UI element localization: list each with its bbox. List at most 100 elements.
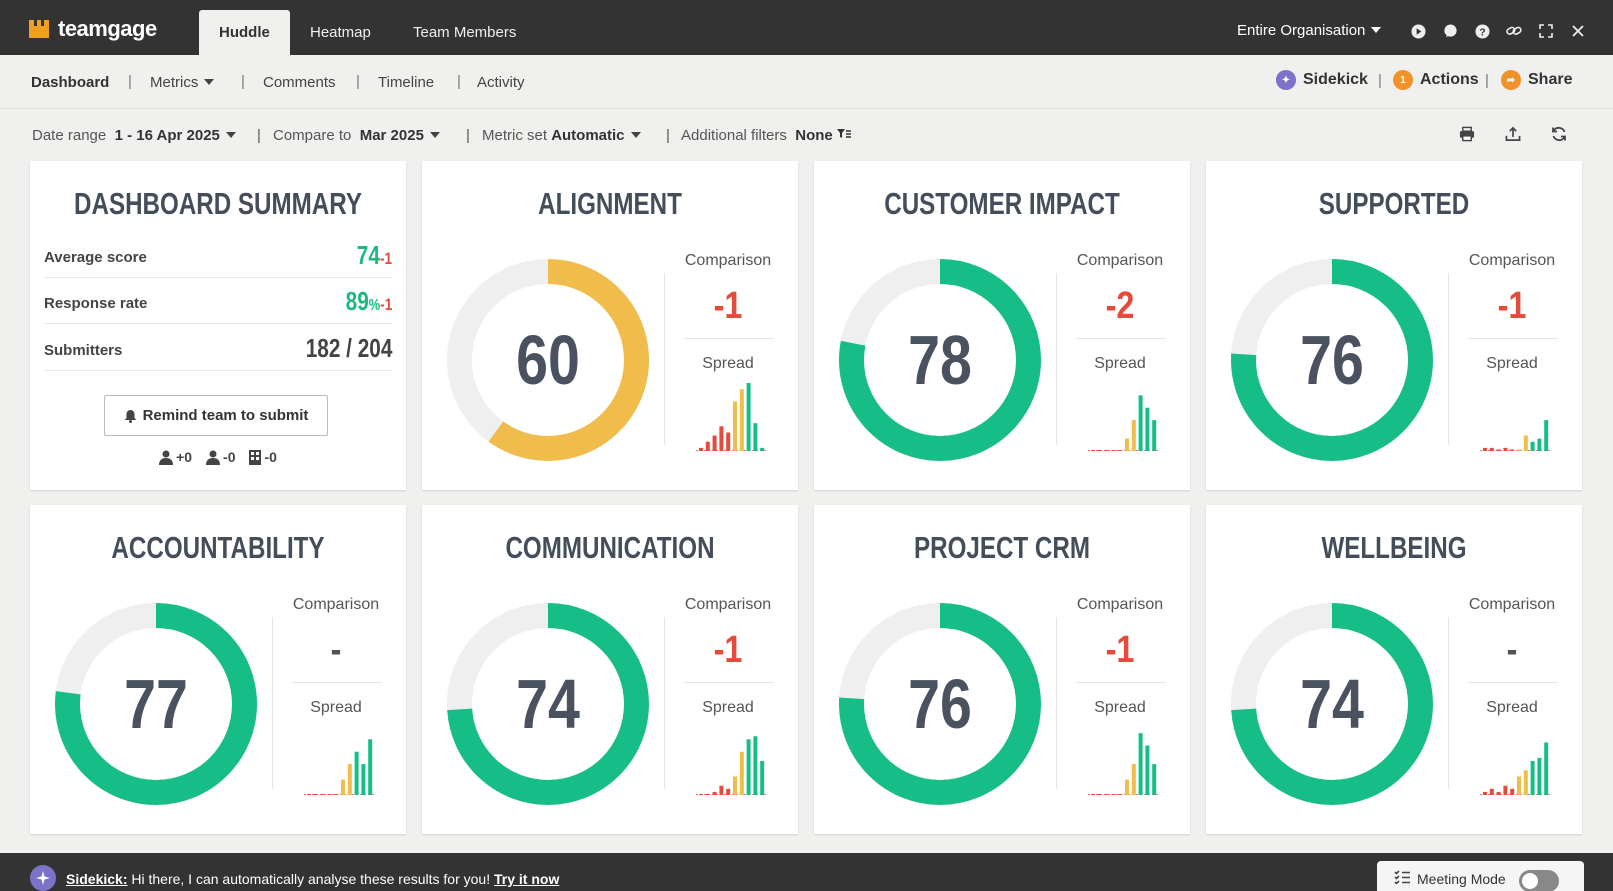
metric-card-wellbeing[interactable]: WELLBEING 74 Comparison - Spread — [1206, 505, 1582, 834]
link-icon[interactable] — [1506, 23, 1522, 39]
card-divider — [1056, 273, 1057, 445]
spread-bar — [739, 751, 744, 795]
fullscreen-icon[interactable] — [1538, 23, 1554, 39]
try-it-now-link[interactable]: Try it now — [494, 871, 560, 887]
close-icon[interactable] — [1570, 23, 1586, 39]
dashboard-summary-card: DASHBOARD SUMMARY Average score 74-1 Res… — [30, 161, 406, 490]
metric-title: ALIGNMENT — [538, 186, 682, 221]
metric-card-customer-impact[interactable]: CUSTOMER IMPACT 78 Comparison -2 Spread — [814, 161, 1190, 490]
metric-score: 60 — [516, 321, 580, 399]
spread-label: Spread — [702, 699, 754, 716]
spread-bar — [1152, 420, 1157, 451]
count-item: -0 — [206, 449, 235, 465]
score-donut — [55, 603, 257, 805]
meeting-mode-label: Meeting Mode — [1417, 871, 1506, 887]
sidekick-button[interactable]: ✦ Sidekick — [1276, 70, 1368, 90]
spread-bar — [1131, 764, 1136, 795]
metric-set-filter[interactable]: Metric set Automatic — [482, 127, 641, 144]
metric-card-communication[interactable]: COMMUNICATION 74 Comparison -1 Spread — [422, 505, 798, 834]
spread-chart[interactable] — [1088, 725, 1160, 795]
spread-chart[interactable] — [1088, 381, 1160, 451]
spread-bar — [699, 447, 703, 451]
org-selector[interactable]: Entire Organisation — [1237, 22, 1382, 39]
card-divider — [684, 338, 774, 339]
share-label: Share — [1528, 71, 1573, 88]
date-range-label: Date range — [32, 127, 107, 144]
meeting-mode-toggle[interactable] — [1519, 870, 1559, 891]
spread-bar — [1537, 757, 1542, 795]
nav-metrics-label: Metrics — [150, 74, 199, 91]
score-donut — [447, 603, 649, 805]
tab-huddle[interactable]: Huddle — [199, 10, 290, 55]
spread-bar — [1111, 794, 1116, 795]
export-icon[interactable] — [1505, 126, 1521, 142]
submitters-value: 182 / 204 — [305, 333, 392, 363]
spread-bar — [368, 739, 373, 795]
metric-title: SUPPORTED — [1318, 186, 1470, 221]
nav-separator: | — [128, 73, 132, 90]
sidekick-link[interactable]: Sidekick: — [66, 871, 128, 887]
additional-filters[interactable]: Additional filters None — [681, 127, 851, 144]
sidekick-message-text: Hi there, I can automatically analyse th… — [127, 871, 494, 887]
nav-metrics[interactable]: Metrics — [150, 74, 215, 91]
spread-bar — [746, 739, 751, 795]
metric-set-value: Automatic — [551, 127, 625, 144]
nav-separator: | — [241, 73, 245, 90]
spread-bar — [1523, 770, 1528, 795]
spread-bar — [1138, 733, 1143, 795]
spread-chart[interactable] — [696, 725, 768, 795]
help-icon[interactable]: ? — [1474, 23, 1490, 39]
spread-bar — [1104, 794, 1109, 795]
spread-chart[interactable] — [696, 381, 768, 451]
spread-bar — [1544, 420, 1549, 451]
average-score-delta: -1 — [379, 249, 392, 268]
teamgage-logo[interactable]: teamgage — [28, 16, 157, 42]
compare-filter[interactable]: Compare to Mar 2025 — [273, 127, 440, 144]
sub-navigation: Dashboard | Metrics | Comments | Timelin… — [0, 55, 1613, 109]
tab-team-members[interactable]: Team Members — [413, 24, 517, 41]
metric-card-alignment[interactable]: ALIGNMENT 60 Comparison -1 Spread — [422, 161, 798, 490]
print-icon[interactable] — [1459, 126, 1475, 142]
spread-chart[interactable] — [304, 725, 376, 795]
spread-bar — [1091, 450, 1095, 451]
metric-set-label: Metric set — [482, 127, 548, 144]
remind-team-label: Remind team to submit — [142, 407, 309, 424]
spread-bar — [347, 764, 352, 795]
card-divider — [1076, 338, 1166, 339]
spread-bar — [1111, 450, 1116, 451]
metric-card-accountability[interactable]: ACCOUNTABILITY 77 Comparison - Spread — [30, 505, 406, 834]
building-icon — [249, 449, 262, 465]
date-range-filter[interactable]: Date range 1 - 16 Apr 2025 — [32, 127, 236, 144]
share-button[interactable]: ➦ Share — [1501, 70, 1572, 90]
logo-text: teamgage — [58, 16, 157, 41]
spread-bar — [1118, 450, 1123, 451]
tab-heatmap[interactable]: Heatmap — [310, 24, 371, 41]
metric-card-project-crm[interactable]: PROJECT CRM 76 Comparison -1 Spread — [814, 505, 1190, 834]
actions-button[interactable]: 1 Actions — [1393, 70, 1479, 90]
nav-comments[interactable]: Comments — [263, 74, 336, 91]
spread-chart[interactable] — [1480, 725, 1552, 795]
count-item: -0 — [249, 449, 277, 465]
filter-separator: | — [466, 127, 470, 144]
filter-icon — [836, 129, 851, 138]
spread-bar — [1544, 742, 1549, 795]
nav-activity[interactable]: Activity — [477, 74, 525, 91]
spread-bar — [1091, 794, 1095, 795]
nav-timeline[interactable]: Timeline — [378, 74, 435, 91]
remind-team-button[interactable]: Remind team to submit — [104, 395, 328, 436]
refresh-icon[interactable] — [1551, 126, 1567, 142]
additional-filters-label: Additional filters — [681, 127, 787, 144]
logo-mark-icon — [29, 20, 49, 38]
metric-card-supported[interactable]: SUPPORTED 76 Comparison -1 Spread — [1206, 161, 1582, 490]
spread-chart[interactable] — [1480, 381, 1552, 451]
comparison-value: - — [330, 629, 342, 671]
spread-bar — [760, 447, 765, 451]
spread-bar — [705, 794, 710, 795]
nav-dashboard[interactable]: Dashboard — [31, 74, 110, 91]
chat-icon[interactable] — [1442, 23, 1458, 39]
submitter-changes: +0 -0 -0 — [30, 449, 406, 465]
comparison-value: -1 — [1105, 629, 1135, 671]
card-divider — [664, 273, 665, 445]
play-icon[interactable] — [1410, 23, 1426, 39]
spread-label: Spread — [1486, 355, 1538, 372]
